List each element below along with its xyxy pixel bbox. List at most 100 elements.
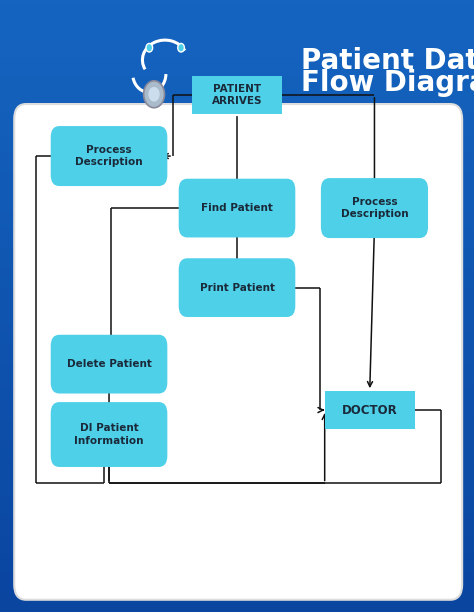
Bar (0, 450, 474, 453)
Bar (0, 471, 474, 474)
Bar (0, 251, 474, 254)
Bar (0, 282, 474, 285)
Bar (0, 606, 474, 609)
Bar (0, 135, 474, 138)
Text: Process
Description: Process Description (341, 197, 408, 219)
Bar (0, 202, 474, 205)
Bar (0, 184, 474, 187)
Bar (0, 340, 474, 343)
Bar (0, 474, 474, 477)
Bar (0, 220, 474, 223)
Bar (0, 177, 474, 181)
Bar (0, 3, 474, 6)
Bar (0, 58, 474, 61)
Bar (0, 141, 474, 144)
Bar (0, 551, 474, 554)
Bar (0, 89, 474, 92)
Bar (0, 584, 474, 588)
Bar (0, 272, 474, 275)
Bar (0, 199, 474, 202)
Bar (0, 355, 474, 358)
Text: Patient Data: Patient Data (301, 47, 474, 75)
Bar (0, 407, 474, 410)
Bar (0, 392, 474, 395)
Bar (0, 382, 474, 386)
Bar (0, 138, 474, 141)
Bar (0, 129, 474, 132)
Bar (0, 162, 474, 165)
Bar (0, 217, 474, 220)
Bar (0, 190, 474, 193)
Bar (0, 542, 474, 545)
Bar (0, 6, 474, 9)
Text: Flow Diagram: Flow Diagram (301, 69, 474, 97)
FancyBboxPatch shape (179, 179, 295, 237)
Bar (0, 116, 474, 119)
Bar (0, 324, 474, 327)
Bar (0, 490, 474, 493)
Bar (0, 453, 474, 456)
Bar (0, 110, 474, 113)
Bar (0, 113, 474, 116)
Bar (0, 159, 474, 162)
Bar (0, 98, 474, 101)
Bar (0, 425, 474, 428)
Bar (0, 147, 474, 150)
Bar (0, 122, 474, 125)
Bar (0, 107, 474, 110)
Bar (0, 395, 474, 398)
Bar (0, 24, 474, 28)
Bar (0, 346, 474, 349)
Bar (0, 21, 474, 24)
Bar (0, 404, 474, 407)
Bar (0, 31, 474, 34)
Bar (0, 438, 474, 441)
Bar (0, 499, 474, 502)
Bar (0, 278, 474, 282)
Bar (0, 248, 474, 251)
Bar (0, 156, 474, 159)
Bar (0, 508, 474, 511)
Bar (0, 367, 474, 370)
Bar (0, 208, 474, 211)
Bar (0, 104, 474, 107)
Bar (0, 529, 474, 532)
Bar (0, 233, 474, 236)
Bar (0, 15, 474, 18)
Bar (0, 422, 474, 425)
Bar (0, 312, 474, 315)
Circle shape (148, 87, 160, 102)
Bar (0, 46, 474, 49)
Bar (0, 578, 474, 581)
Bar (0, 330, 474, 334)
Bar (0, 263, 474, 266)
Bar (0, 40, 474, 43)
Bar (0, 557, 474, 560)
Bar (0, 236, 474, 239)
Bar (0, 459, 474, 462)
Bar (0, 401, 474, 404)
Bar (0, 181, 474, 184)
FancyBboxPatch shape (51, 335, 167, 394)
Bar (0, 468, 474, 471)
Bar (0, 386, 474, 389)
Bar (0, 505, 474, 508)
Text: Process
Description: Process Description (75, 145, 143, 167)
Bar (0, 171, 474, 174)
Bar (0, 309, 474, 312)
Bar (0, 257, 474, 260)
Bar (0, 358, 474, 361)
Bar (0, 168, 474, 171)
Bar (0, 275, 474, 278)
Bar (0, 288, 474, 291)
Bar (0, 594, 474, 597)
Bar (0, 125, 474, 129)
Bar (0, 0, 474, 3)
Bar (0, 266, 474, 269)
Bar (0, 496, 474, 499)
Bar (0, 205, 474, 208)
Bar (0, 456, 474, 459)
Bar (0, 174, 474, 177)
Bar (0, 28, 474, 31)
FancyBboxPatch shape (325, 391, 415, 429)
